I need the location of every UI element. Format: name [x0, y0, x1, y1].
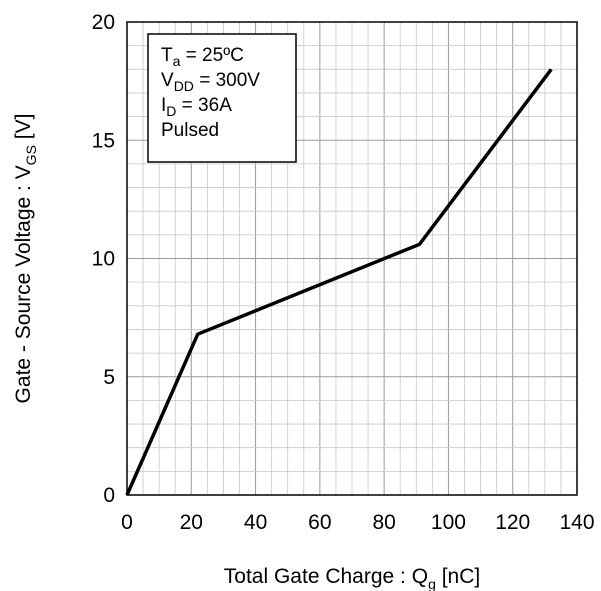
y-tick-label: 10 [92, 248, 115, 271]
x-tick-label: 80 [372, 511, 395, 534]
condition-text: ID = 36A [161, 95, 232, 119]
condition-text: Ta = 25ºC [161, 45, 244, 69]
series-line [125, 68, 553, 496]
condition-text: VDD = 300V [161, 70, 260, 94]
x-tick-label: 120 [495, 511, 530, 534]
conditions-box-frame [147, 33, 297, 163]
y-tick-label: 20 [92, 11, 115, 34]
y-tick-label: 5 [103, 366, 115, 389]
x-tick-label: 60 [308, 511, 331, 534]
x-tick-label: 20 [180, 511, 203, 534]
x-tick-label: 140 [559, 511, 594, 534]
x-tick-label: 40 [244, 511, 267, 534]
tick-labels: 0 20 40 60 80 100 120 140 0 5 10 15 20 [92, 11, 595, 534]
condition-text: Pulsed [161, 120, 219, 141]
x-tick-label: 0 [121, 511, 133, 534]
y-axis-title: Gate - Source Voltage : VGS [V] [12, 114, 39, 404]
x-axis-title: Total Gate Charge : Qg [nC] [224, 565, 480, 591]
y-tick-label: 15 [92, 129, 115, 152]
y-tick-label: 0 [103, 484, 115, 507]
x-tick-label: 100 [431, 511, 466, 534]
plot-frame [126, 21, 578, 496]
series [125, 68, 553, 496]
